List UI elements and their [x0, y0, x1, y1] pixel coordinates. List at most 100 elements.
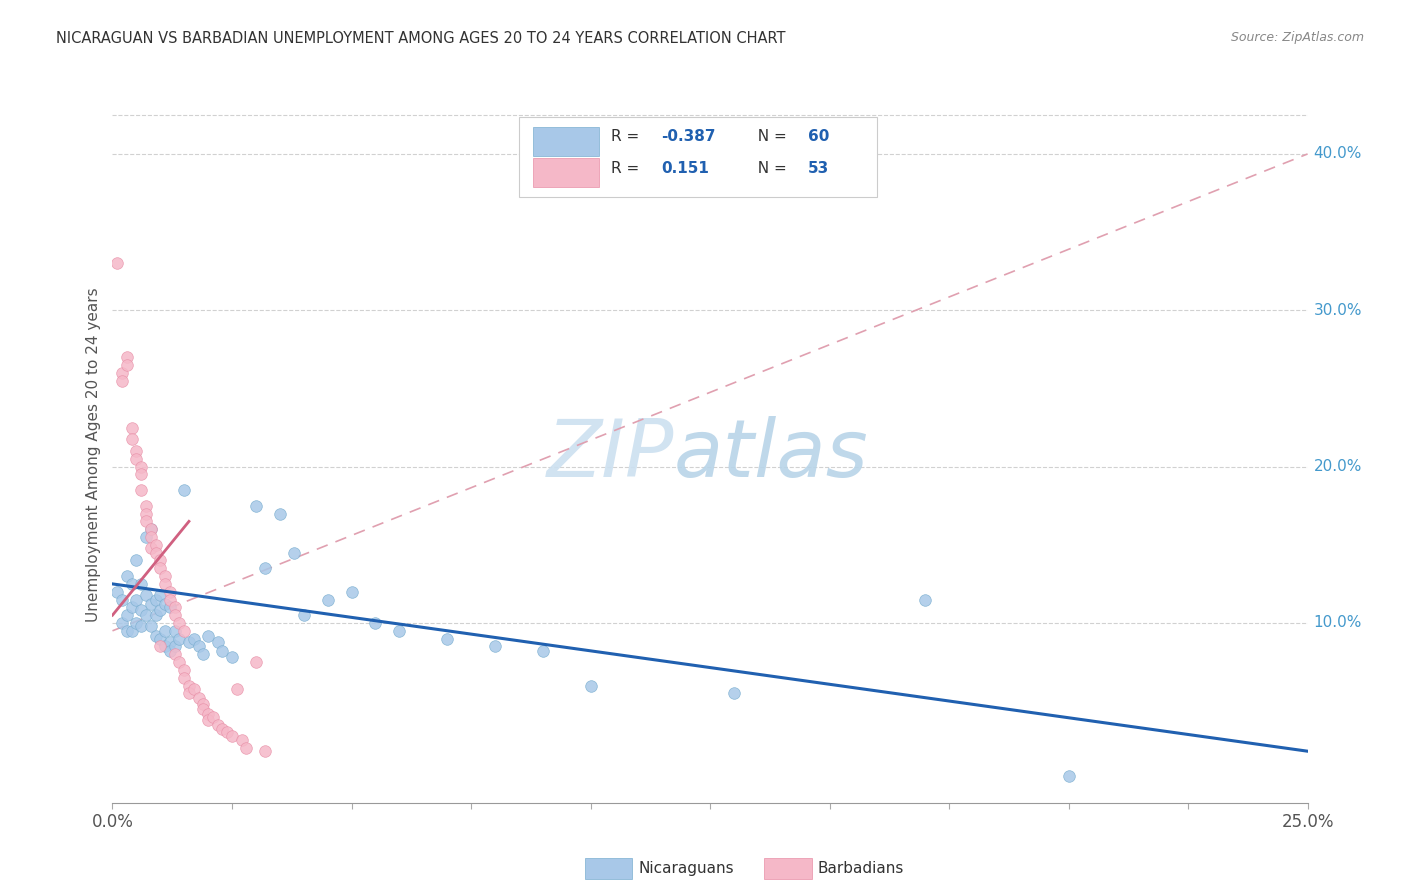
Y-axis label: Unemployment Among Ages 20 to 24 years: Unemployment Among Ages 20 to 24 years	[86, 287, 101, 623]
Point	[723, 686, 745, 700]
Point	[254, 561, 277, 575]
Point	[159, 634, 181, 648]
Point	[193, 647, 215, 661]
Point	[135, 588, 157, 602]
Text: Source: ZipAtlas.com: Source: ZipAtlas.com	[1230, 31, 1364, 45]
Text: Nicaraguans: Nicaraguans	[638, 862, 734, 877]
Point	[183, 632, 205, 646]
Point	[145, 538, 167, 552]
Text: 40.0%: 40.0%	[1313, 146, 1362, 161]
Point	[149, 553, 172, 567]
Point	[177, 634, 200, 648]
Point	[193, 702, 215, 716]
Point	[149, 632, 172, 646]
Point	[153, 597, 176, 611]
Point	[187, 691, 209, 706]
Point	[121, 432, 143, 446]
Point	[169, 615, 191, 630]
Point	[163, 600, 186, 615]
Point	[129, 467, 152, 482]
Point	[159, 644, 181, 658]
Point	[173, 624, 195, 638]
Text: -0.387: -0.387	[661, 129, 716, 145]
Point	[159, 600, 181, 615]
Point	[129, 483, 152, 497]
FancyBboxPatch shape	[585, 858, 633, 880]
Point	[111, 615, 134, 630]
Point	[177, 686, 200, 700]
Point	[115, 608, 138, 623]
FancyBboxPatch shape	[519, 118, 877, 197]
Point	[121, 600, 143, 615]
Point	[149, 561, 172, 575]
Point	[292, 608, 315, 623]
Point	[163, 624, 186, 638]
Point	[125, 553, 148, 567]
Point	[316, 592, 339, 607]
Point	[115, 569, 138, 583]
Point	[159, 584, 181, 599]
Point	[1057, 769, 1080, 783]
Point	[364, 615, 387, 630]
Point	[388, 624, 411, 638]
Point	[115, 624, 138, 638]
Point	[125, 444, 148, 458]
Point	[221, 729, 243, 743]
Point	[173, 483, 195, 497]
Text: R =: R =	[610, 129, 644, 145]
Point	[153, 577, 176, 591]
Point	[125, 592, 148, 607]
Point	[201, 710, 224, 724]
Point	[183, 681, 205, 696]
Point	[135, 608, 157, 623]
Point	[115, 358, 138, 372]
Point	[163, 647, 186, 661]
Point	[145, 546, 167, 560]
Point	[169, 632, 191, 646]
Point	[197, 628, 219, 642]
Point	[531, 644, 554, 658]
Point	[145, 608, 167, 623]
Point	[231, 733, 253, 747]
Point	[139, 522, 162, 536]
Point	[135, 507, 157, 521]
Point	[221, 650, 243, 665]
Point	[159, 592, 181, 607]
Point	[254, 744, 277, 758]
FancyBboxPatch shape	[533, 158, 599, 187]
Text: 10.0%: 10.0%	[1313, 615, 1362, 631]
Point	[207, 634, 229, 648]
Point	[135, 514, 157, 528]
Point	[121, 624, 143, 638]
Text: R =: R =	[610, 161, 648, 176]
Point	[211, 644, 233, 658]
Text: 20.0%: 20.0%	[1313, 459, 1362, 475]
Point	[211, 723, 233, 737]
Text: Barbadians: Barbadians	[818, 862, 904, 877]
Point	[197, 706, 219, 721]
Text: N =: N =	[748, 129, 792, 145]
Point	[436, 632, 458, 646]
Point	[225, 681, 247, 696]
Point	[121, 577, 143, 591]
Point	[111, 592, 134, 607]
Point	[169, 655, 191, 669]
Text: 0.151: 0.151	[661, 161, 709, 176]
Point	[105, 584, 128, 599]
Point	[245, 655, 267, 669]
Point	[111, 374, 134, 388]
Point	[177, 679, 200, 693]
Point	[187, 640, 209, 654]
Point	[193, 698, 215, 712]
FancyBboxPatch shape	[763, 858, 811, 880]
Point	[163, 608, 186, 623]
Point	[149, 603, 172, 617]
Point	[129, 603, 152, 617]
Point	[125, 615, 148, 630]
Text: 30.0%: 30.0%	[1313, 302, 1362, 318]
Point	[149, 640, 172, 654]
Point	[125, 451, 148, 466]
Point	[145, 592, 167, 607]
FancyBboxPatch shape	[533, 127, 599, 156]
Point	[484, 640, 506, 654]
